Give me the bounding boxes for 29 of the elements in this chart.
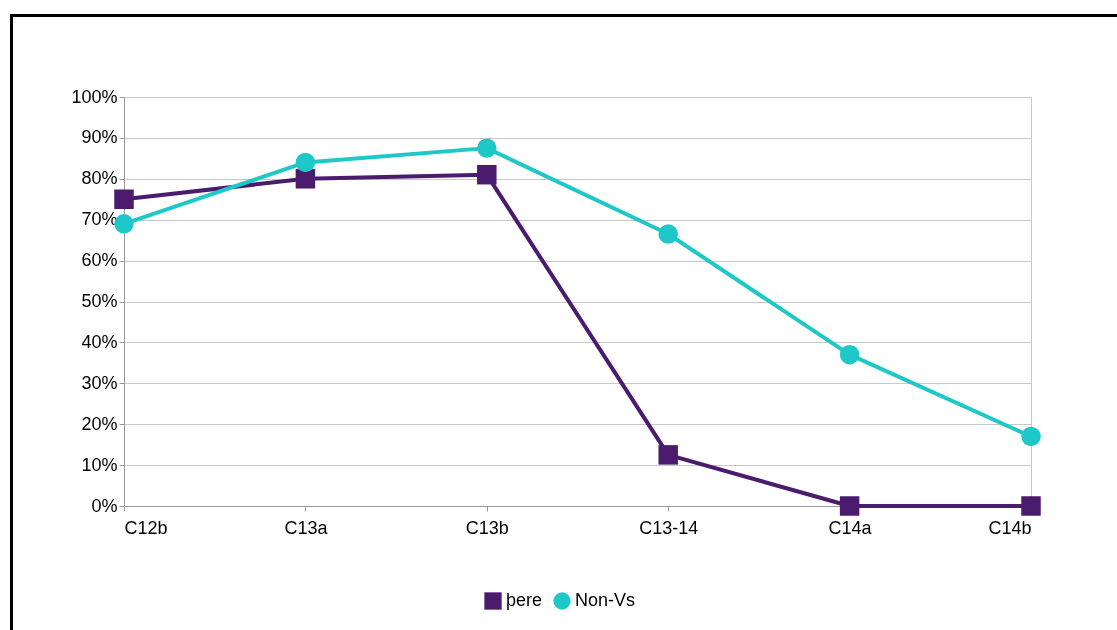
x-tick-label: C13b [465, 517, 509, 538]
legend-label: þere [506, 590, 543, 610]
x-tick-label: C14b [988, 517, 1032, 538]
y-tick-label: 0% [91, 495, 118, 516]
point [1021, 426, 1041, 447]
point [1021, 496, 1041, 516]
y-tick-label: 50% [81, 291, 118, 311]
y-tick-label: 10% [81, 454, 118, 475]
y-tick-label: 60% [81, 250, 118, 271]
x-tick-label: C13a [284, 517, 329, 538]
x-tick-label: C14a [828, 517, 873, 538]
point [295, 169, 316, 189]
y-tick-label: 90% [81, 127, 118, 148]
point [839, 344, 860, 365]
point [477, 164, 497, 185]
y-tick-label: 80% [81, 168, 118, 189]
y-tick-label: 30% [81, 372, 118, 393]
y-tick-label: 20% [81, 413, 118, 434]
x-tick-label: C12b [124, 517, 168, 538]
y-tick-label: 40% [81, 331, 118, 352]
legend-label: Non-Vs [575, 590, 636, 610]
x-tick-label: C13-14 [639, 517, 699, 538]
point [114, 189, 134, 209]
point [295, 152, 316, 173]
point [658, 445, 678, 465]
point [658, 224, 678, 244]
y-tick-label: 100% [71, 86, 118, 107]
point [839, 496, 860, 516]
point [477, 138, 497, 158]
